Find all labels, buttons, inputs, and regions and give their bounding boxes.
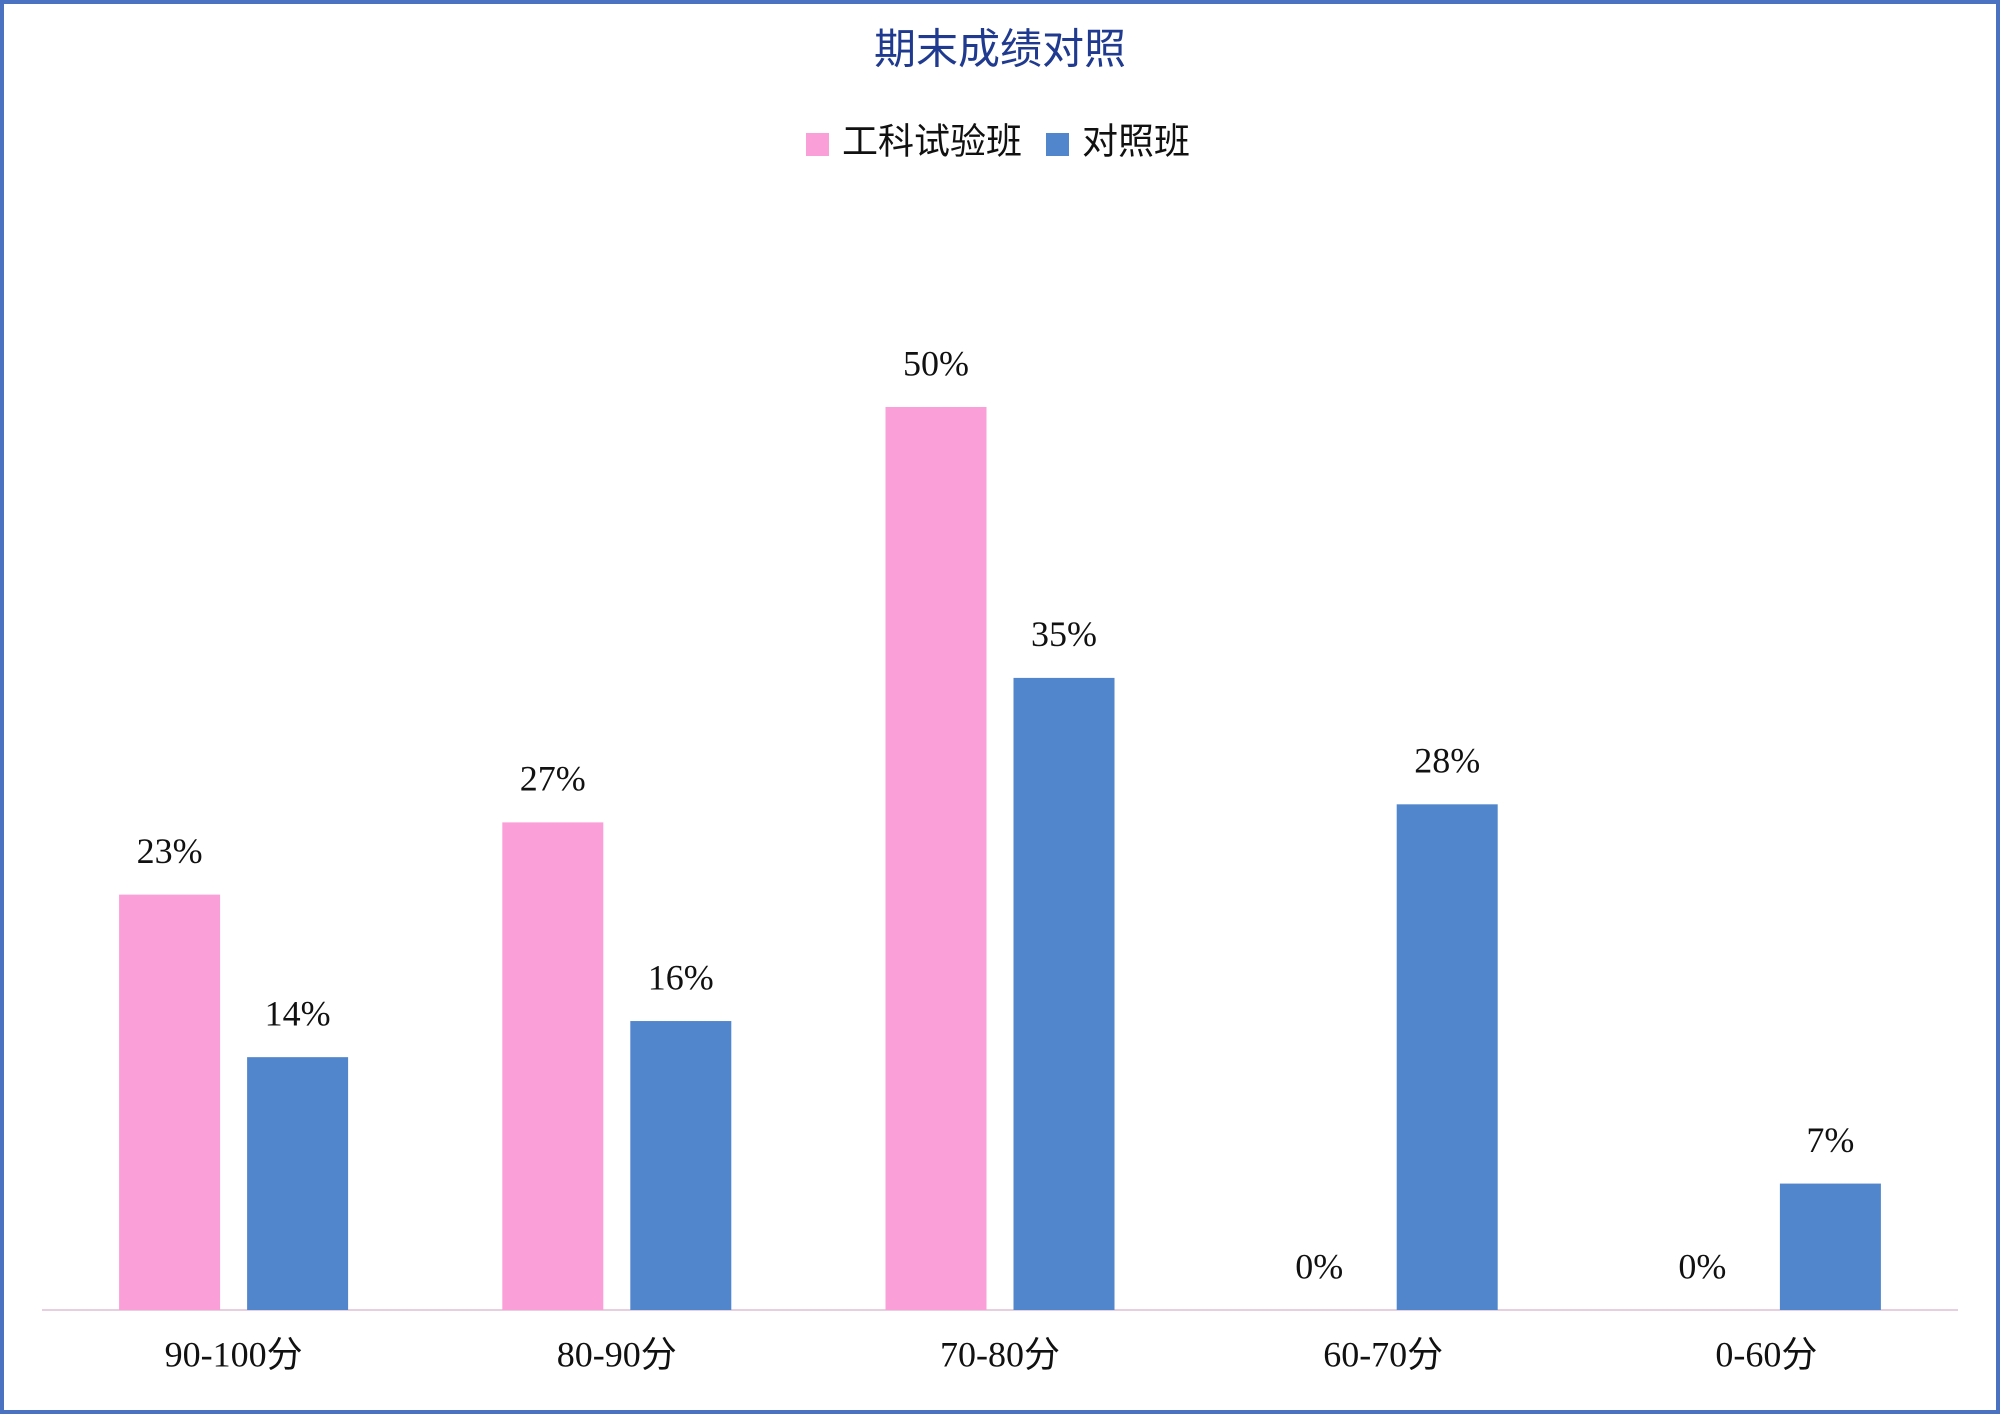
chart-title: 期末成绩对照 (874, 28, 1126, 74)
legend-swatch (806, 133, 829, 156)
data-label: 35% (1031, 614, 1097, 654)
legend-label: 对照班 (1082, 121, 1190, 161)
x-tick-label: 0-60分 (1715, 1334, 1817, 1374)
bar (502, 822, 604, 1310)
bar (1013, 677, 1115, 1310)
data-label: 0% (1295, 1246, 1343, 1286)
x-tick-label: 90-100分 (165, 1334, 303, 1374)
data-label: 0% (1678, 1246, 1726, 1286)
data-label: 23% (137, 831, 203, 871)
data-label: 7% (1806, 1120, 1854, 1160)
x-tick-label: 70-80分 (940, 1334, 1060, 1374)
bar (1779, 1183, 1881, 1310)
data-label: 14% (265, 993, 331, 1033)
bar (1396, 804, 1498, 1310)
bar (630, 1021, 732, 1310)
bar (885, 407, 987, 1310)
data-label: 50% (903, 343, 969, 383)
data-label: 16% (648, 957, 714, 997)
bar (119, 894, 221, 1310)
data-label: 28% (1414, 741, 1480, 781)
x-tick-label: 60-70分 (1323, 1334, 1443, 1374)
data-label: 27% (520, 759, 586, 799)
bar (247, 1057, 349, 1310)
legend-swatch (1046, 133, 1069, 156)
legend-label: 工科试验班 (842, 121, 1022, 161)
x-tick-label: 80-90分 (557, 1334, 677, 1374)
